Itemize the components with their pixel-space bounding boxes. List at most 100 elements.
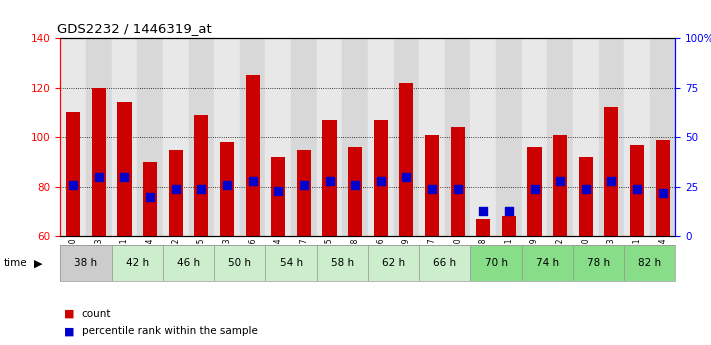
Point [427, 186, 438, 191]
Bar [579, 157, 593, 236]
Bar [374, 120, 387, 236]
Text: ■: ■ [64, 326, 75, 336]
Point [375, 178, 387, 184]
Point [272, 188, 284, 194]
Text: ■: ■ [64, 309, 75, 319]
Bar [522, 245, 573, 281]
Bar [245, 75, 260, 236]
Point [401, 174, 412, 179]
Text: 58 h: 58 h [331, 258, 354, 268]
Bar [502, 217, 516, 236]
Bar [624, 38, 650, 236]
Bar [573, 38, 599, 236]
Bar [163, 245, 214, 281]
Bar [573, 245, 624, 281]
Bar [137, 38, 163, 236]
Bar [400, 82, 413, 236]
Bar [117, 102, 132, 236]
Point [580, 186, 592, 191]
Bar [368, 245, 419, 281]
Text: count: count [82, 309, 111, 319]
Bar [60, 245, 112, 281]
Point [503, 208, 515, 213]
Bar [291, 38, 316, 236]
Point [324, 178, 335, 184]
Bar [143, 162, 157, 236]
Point [529, 186, 540, 191]
Text: 82 h: 82 h [638, 258, 661, 268]
Text: time: time [4, 258, 27, 268]
Point [606, 178, 617, 184]
Bar [188, 38, 214, 236]
Text: 62 h: 62 h [382, 258, 405, 268]
Bar [214, 38, 240, 236]
Bar [194, 115, 208, 236]
Point [68, 182, 79, 188]
Bar [496, 38, 522, 236]
Bar [342, 38, 368, 236]
Bar [316, 38, 342, 236]
Bar [624, 245, 675, 281]
Bar [604, 107, 619, 236]
Bar [169, 149, 183, 236]
Bar [296, 149, 311, 236]
Bar [599, 38, 624, 236]
Bar [451, 127, 465, 236]
Bar [547, 38, 573, 236]
Bar [471, 38, 496, 236]
Bar [92, 88, 106, 236]
Text: 38 h: 38 h [75, 258, 97, 268]
Bar [323, 120, 336, 236]
Point [478, 208, 489, 213]
Bar [419, 38, 445, 236]
Bar [419, 245, 471, 281]
Bar [445, 38, 471, 236]
Text: 66 h: 66 h [433, 258, 456, 268]
Point [452, 186, 464, 191]
Bar [86, 38, 112, 236]
Bar [271, 157, 285, 236]
Bar [522, 38, 547, 236]
Point [221, 182, 232, 188]
Text: 54 h: 54 h [279, 258, 303, 268]
Text: ▶: ▶ [34, 258, 43, 268]
Bar [163, 38, 188, 236]
Text: percentile rank within the sample: percentile rank within the sample [82, 326, 257, 336]
Text: 74 h: 74 h [536, 258, 559, 268]
Text: 78 h: 78 h [587, 258, 610, 268]
Bar [240, 38, 265, 236]
Point [119, 174, 130, 179]
Bar [650, 38, 675, 236]
Bar [368, 38, 394, 236]
Bar [220, 142, 234, 236]
Bar [471, 245, 522, 281]
Bar [630, 145, 644, 236]
Text: 46 h: 46 h [177, 258, 200, 268]
Point [631, 186, 643, 191]
Bar [66, 112, 80, 236]
Text: 42 h: 42 h [126, 258, 149, 268]
Point [170, 186, 181, 191]
Bar [265, 245, 316, 281]
Point [93, 174, 105, 179]
Bar [528, 147, 542, 236]
Bar [394, 38, 419, 236]
Point [657, 190, 668, 195]
Point [247, 178, 258, 184]
Bar [553, 135, 567, 236]
Bar [425, 135, 439, 236]
Bar [214, 245, 265, 281]
Text: 70 h: 70 h [485, 258, 508, 268]
Point [298, 182, 309, 188]
Bar [348, 147, 362, 236]
Point [349, 182, 360, 188]
Point [196, 186, 207, 191]
Point [555, 178, 566, 184]
Text: GDS2232 / 1446319_at: GDS2232 / 1446319_at [58, 22, 212, 36]
Bar [112, 245, 163, 281]
Bar [112, 38, 137, 236]
Text: 50 h: 50 h [228, 258, 251, 268]
Point [144, 194, 156, 199]
Bar [656, 140, 670, 236]
Bar [60, 38, 86, 236]
